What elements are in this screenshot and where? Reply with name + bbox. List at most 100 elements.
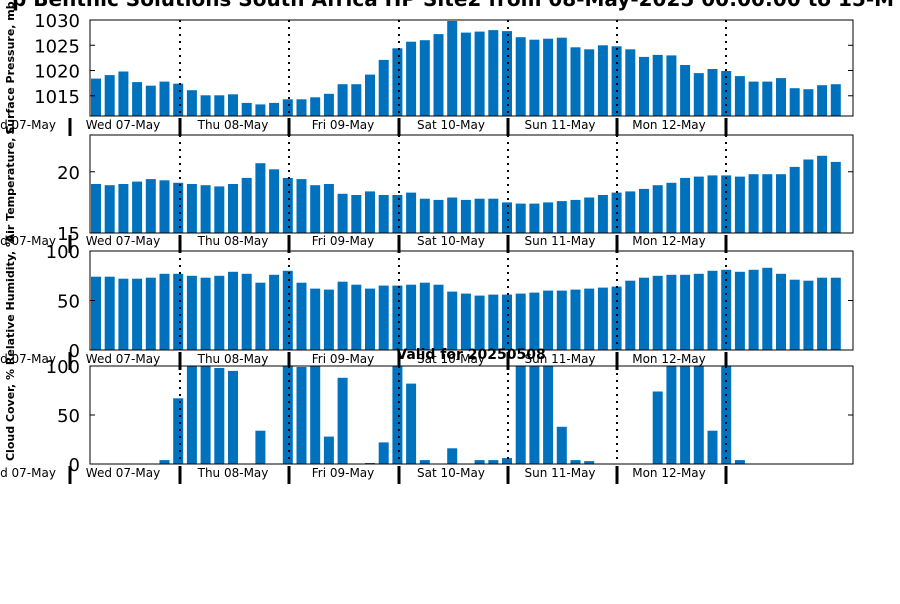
bar-2-21 xyxy=(378,195,389,233)
bar-3-45 xyxy=(707,270,718,350)
day-label: Mon 12-May xyxy=(632,352,706,366)
bar-3-21 xyxy=(378,285,389,350)
bar-4-41 xyxy=(652,391,663,464)
day-label: Sun 11-May xyxy=(524,466,595,480)
bar-1-26 xyxy=(447,21,458,116)
bar-1-0 xyxy=(91,78,101,116)
bar-3-3 xyxy=(132,278,143,350)
bar-2-54 xyxy=(830,161,841,233)
bar-3-1 xyxy=(104,276,115,350)
bar-1-40 xyxy=(639,56,649,116)
ytick-label: 1015 xyxy=(34,87,80,108)
bar-2-27 xyxy=(460,199,471,233)
bar-1-44 xyxy=(693,73,704,116)
bar-2-7 xyxy=(186,184,197,233)
bar-3-8 xyxy=(200,277,211,350)
bar-2-49 xyxy=(762,174,773,233)
bar-2-3 xyxy=(132,181,143,233)
bar-1-19 xyxy=(351,84,362,116)
bar-1-10 xyxy=(228,94,238,116)
day-label: Wed 07-May xyxy=(86,118,160,132)
day-label: d 07-May xyxy=(0,466,56,480)
bar-2-35 xyxy=(570,199,581,233)
bar-3-7 xyxy=(186,275,197,351)
bar-4-26 xyxy=(447,448,458,464)
day-label: d 07-May xyxy=(0,234,56,248)
bar-2-11 xyxy=(241,177,252,233)
bar-3-40 xyxy=(639,277,649,350)
bar-4-14 xyxy=(282,366,293,464)
ytick-label: 1020 xyxy=(34,62,80,83)
day-label: Sat 10-May xyxy=(417,118,485,132)
ytick-label: 100 xyxy=(46,242,80,263)
bar-3-25 xyxy=(433,284,444,350)
bar-2-0 xyxy=(91,184,101,233)
bar-2-29 xyxy=(488,198,499,233)
bar-2-52 xyxy=(803,159,814,233)
bar-3-48 xyxy=(748,269,759,350)
bar-3-4 xyxy=(145,277,156,350)
day-label: Fri 09-May xyxy=(312,352,375,366)
day-label: Sat 10-May xyxy=(417,352,485,366)
bar-2-16 xyxy=(310,185,321,233)
bar-3-54 xyxy=(830,277,841,350)
bar-3-16 xyxy=(310,288,321,350)
bar-2-9 xyxy=(214,186,225,233)
bar-3-14 xyxy=(282,270,293,350)
bar-3-26 xyxy=(447,291,458,350)
day-label: Wed 07-May xyxy=(86,466,160,480)
bar-2-33 xyxy=(543,202,554,233)
bar-3-35 xyxy=(570,289,581,350)
bar-3-2 xyxy=(118,278,129,350)
bar-1-6 xyxy=(173,83,184,116)
day-label: Wed 07-May xyxy=(86,234,160,248)
bar-3-52 xyxy=(803,280,814,350)
bar-1-23 xyxy=(406,41,417,117)
bar-1-21 xyxy=(378,59,389,116)
bar-3-49 xyxy=(762,267,773,350)
bar-4-24 xyxy=(419,460,430,464)
bar-2-28 xyxy=(474,198,485,233)
panel-2-frame xyxy=(89,134,854,234)
bar-3-51 xyxy=(789,279,800,350)
bar-3-44 xyxy=(693,273,704,350)
bar-2-44 xyxy=(693,176,704,233)
bar-1-14 xyxy=(282,99,293,116)
bar-4-9 xyxy=(214,368,225,464)
bar-2-25 xyxy=(433,199,444,233)
bar-3-9 xyxy=(214,275,225,351)
day-label: d 07-May xyxy=(0,118,56,132)
bar-4-17 xyxy=(323,436,334,464)
bar-1-49 xyxy=(762,81,773,116)
bar-1-2 xyxy=(118,71,129,116)
ytick-label: 1030 xyxy=(34,11,80,32)
bar-3-27 xyxy=(460,293,471,350)
day-label: Sun 11-May xyxy=(524,118,595,132)
bar-1-27 xyxy=(460,32,471,116)
bar-1-38 xyxy=(611,46,622,116)
bar-4-42 xyxy=(666,366,677,464)
bar-3-34 xyxy=(556,290,567,350)
bar-1-11 xyxy=(241,102,252,116)
panel-1-ylabel: Surface Pressure, mb xyxy=(4,1,17,134)
bar-2-47 xyxy=(734,176,745,233)
bar-2-23 xyxy=(406,192,417,233)
day-label: Fri 09-May xyxy=(312,466,375,480)
bar-1-41 xyxy=(652,54,663,116)
bar-1-1 xyxy=(104,75,115,116)
bar-1-25 xyxy=(433,34,444,116)
ytick-label: 20 xyxy=(57,163,80,184)
bar-4-33 xyxy=(543,366,554,464)
bar-3-20 xyxy=(365,288,375,350)
bar-2-48 xyxy=(748,174,759,233)
bar-1-29 xyxy=(488,30,499,117)
ytick-label: 0 xyxy=(69,341,80,362)
day-label: Sat 10-May xyxy=(417,466,485,480)
bar-1-17 xyxy=(323,93,334,116)
panel-4-ylabel: Cloud Cover, % xyxy=(4,369,17,461)
bar-1-42 xyxy=(666,55,677,116)
day-label: Wed 07-May xyxy=(86,352,160,366)
bar-1-35 xyxy=(570,47,581,116)
bar-1-36 xyxy=(584,49,595,116)
